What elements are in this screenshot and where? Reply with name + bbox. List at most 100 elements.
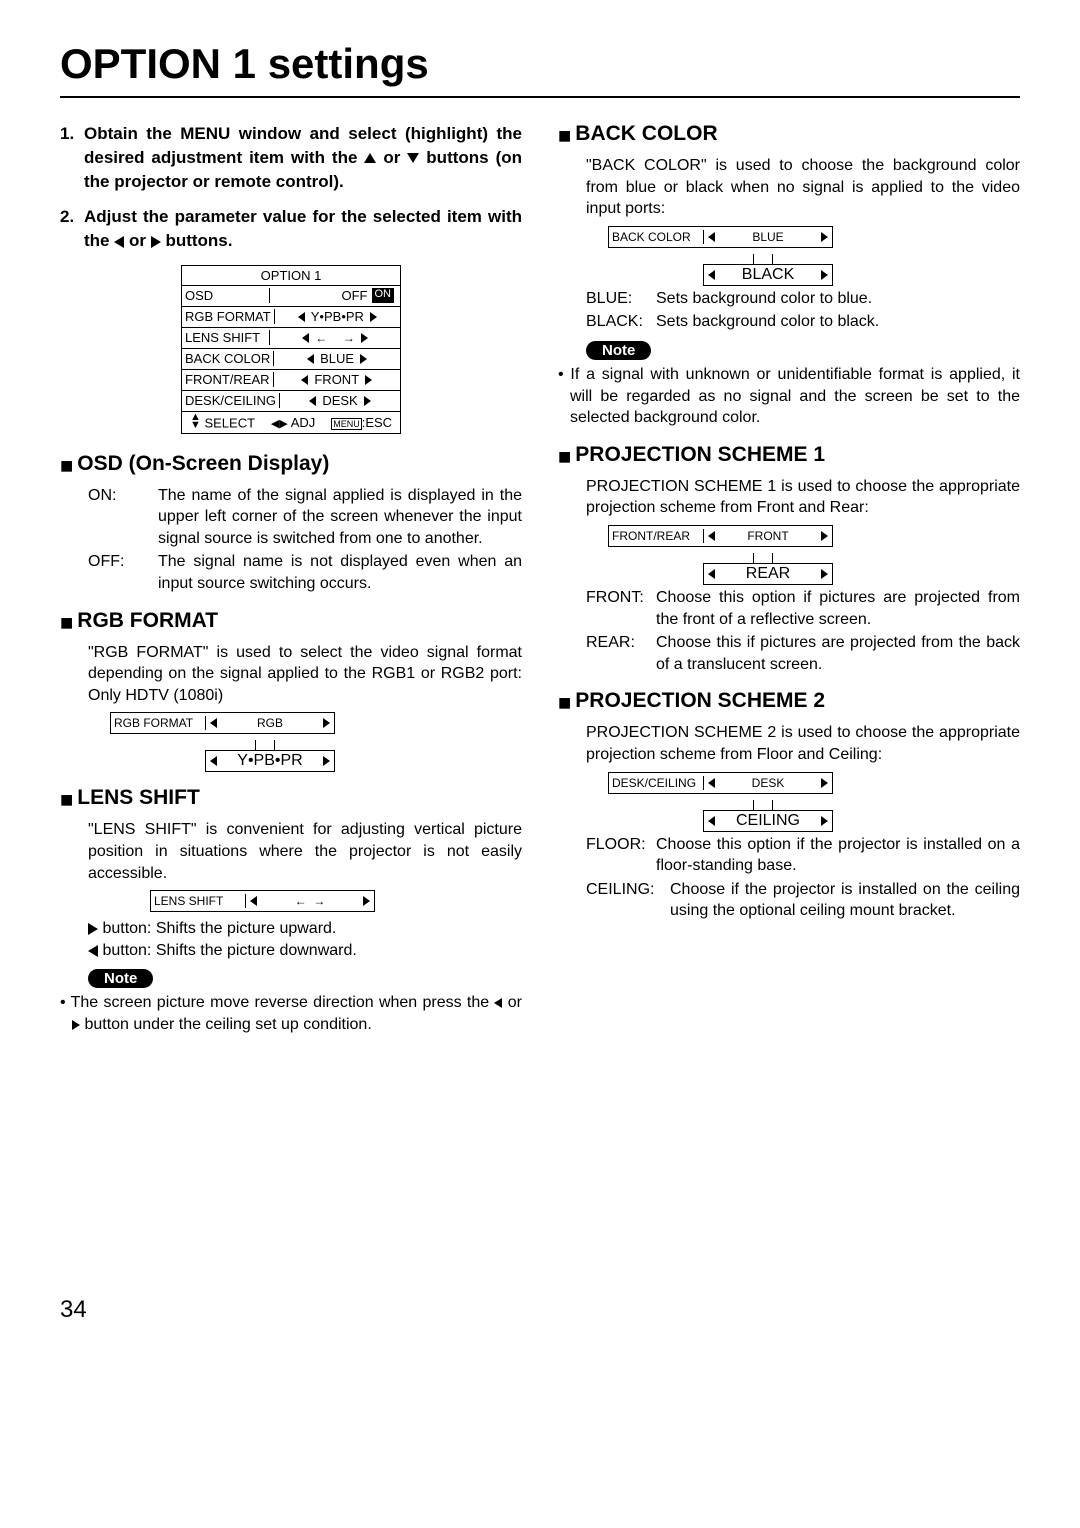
square-icon: ■ [60, 787, 73, 812]
lens-note: • The screen picture move reverse direct… [72, 992, 522, 1035]
ps1-rear-def: REAR:Choose this if pictures are project… [558, 632, 1020, 675]
rgb-heading: ■RGB FORMAT [60, 609, 522, 636]
right-icon [370, 312, 377, 322]
def-text: Sets background color to black. [656, 311, 1020, 333]
left-icon [708, 270, 715, 280]
def-label: OFF: [88, 551, 158, 594]
left-icon [708, 816, 715, 826]
left-icon [307, 354, 314, 364]
right-icon [821, 232, 828, 242]
square-icon: ■ [558, 123, 571, 148]
menu-label: BACK COLOR [182, 351, 274, 366]
def-text: The signal name is not displayed even wh… [158, 551, 522, 594]
def-text: Choose this if pictures are projected fr… [656, 632, 1020, 675]
left-icon [250, 896, 257, 906]
text: or [502, 994, 522, 1011]
heading-text: PROJECTION SCHEME 1 [575, 443, 825, 466]
def-label: FLOOR: [586, 834, 656, 877]
ps2-mini-box: DESK/CEILING DESK [608, 772, 833, 794]
right-icon [151, 236, 161, 248]
menu-key-icon: MENU [331, 418, 362, 430]
right-icon [821, 816, 828, 826]
instruction-1: Obtain the MENU window and select (highl… [60, 122, 522, 193]
menu-val: FRONT [314, 372, 359, 387]
down-icon [407, 153, 419, 163]
menu-row-fr: FRONT/REAR FRONT [182, 370, 400, 391]
mini-val: RGB [257, 716, 283, 730]
right-column: ■BACK COLOR "BACK COLOR" is used to choo… [558, 122, 1020, 1324]
back-black-def: BLACK:Sets background color to black. [558, 311, 1020, 333]
osd-on: ON [372, 288, 395, 303]
menu-val: Y•PB•PR [311, 309, 364, 324]
back-text: "BACK COLOR" is used to choose the backg… [558, 155, 1020, 220]
left-icon [708, 778, 715, 788]
right-icon [323, 756, 330, 766]
right-icon [88, 923, 98, 935]
mini-val: CEILING [736, 812, 800, 830]
menu-val: BLUE [320, 351, 354, 366]
lens-b1: button: Shifts the picture upward. [60, 918, 522, 940]
lens-heading: ■LENS SHIFT [60, 786, 522, 813]
ps1-heading: ■PROJECTION SCHEME 1 [558, 443, 1020, 470]
osd-off: OFF [342, 288, 368, 303]
ps1-mini-box: FRONT/REAR FRONT [608, 525, 833, 547]
back-blue-def: BLUE:Sets background color to blue. [558, 288, 1020, 310]
rgb-bottom-box: Y•PB•PR [205, 750, 335, 772]
note-pill: Note [586, 341, 651, 360]
menu-row-dc: DESK/CEILING DESK [182, 391, 400, 412]
def-text: Sets background color to blue. [656, 288, 1020, 310]
def-label: ON: [88, 485, 158, 550]
back-heading: ■BACK COLOR [558, 122, 1020, 149]
right-icon [821, 270, 828, 280]
osd-off-def: OFF:The signal name is not displayed eve… [60, 551, 522, 594]
arrow-right-icon [343, 330, 355, 345]
right-icon [363, 896, 370, 906]
note-pill: Note [88, 969, 153, 988]
text: The screen picture move reverse directio… [71, 994, 495, 1011]
def-text: Choose this option if pictures are proje… [656, 587, 1020, 630]
ps1-front-def: FRONT:Choose this option if pictures are… [558, 587, 1020, 630]
back-bottom-box: BLACK [703, 264, 833, 286]
option1-menu-box: OPTION 1 OSD OFF ON RGB FORMAT Y•PB•PR L… [181, 265, 401, 434]
page-number: 34 [60, 1296, 522, 1324]
mini-label: LENS SHIFT [151, 894, 246, 908]
def-text: The name of the signal applied is displa… [158, 485, 522, 550]
ps2-heading: ■PROJECTION SCHEME 2 [558, 689, 1020, 716]
left-column: Obtain the MENU window and select (highl… [60, 122, 522, 1324]
def-text: Choose this option if the projector is i… [656, 834, 1020, 877]
lens-mini-box: LENS SHIFT [150, 890, 375, 912]
menu-label: DESK/CEILING [182, 393, 280, 408]
left-icon [301, 375, 308, 385]
lens-text: "LENS SHIFT" is convenient for adjusting… [60, 819, 522, 884]
def-label: REAR: [586, 632, 656, 675]
osd-heading: ■OSD (On-Screen Display) [60, 452, 522, 479]
ps2-floor-def: FLOOR:Choose this option if the projecto… [558, 834, 1020, 877]
menu-title: OPTION 1 [182, 266, 400, 286]
up-icon [364, 153, 376, 163]
text: If a signal with unknown or unidentifiab… [570, 366, 1020, 426]
back-mini-box: BACK COLOR BLUE [608, 226, 833, 248]
footer-esc: :ESC [362, 415, 392, 430]
menu-row-lens: LENS SHIFT [182, 328, 400, 349]
lens-b2: button: Shifts the picture downward. [60, 940, 522, 962]
right-icon [821, 778, 828, 788]
updown-icon: ▲▼ [190, 414, 201, 429]
rgb-mini-box: RGB FORMAT RGB [110, 712, 335, 734]
menu-label: OSD [182, 288, 270, 303]
text: button under the ceiling set up conditio… [80, 1016, 372, 1033]
def-label: FRONT: [586, 587, 656, 630]
arrow-left-icon [295, 894, 307, 908]
def-label: BLUE: [586, 288, 656, 310]
mini-val: Y•PB•PR [237, 752, 302, 770]
right-icon [361, 333, 368, 343]
left-icon [302, 333, 309, 343]
ps1-text: PROJECTION SCHEME 1 is used to choose th… [558, 476, 1020, 519]
def-text: Choose if the projector is installed on … [670, 879, 1020, 922]
heading-text: PROJECTION SCHEME 2 [575, 689, 825, 712]
ps1-bottom-box: REAR [703, 563, 833, 585]
menu-row-back: BACK COLOR BLUE [182, 349, 400, 370]
left-icon [708, 569, 715, 579]
instructions-list: Obtain the MENU window and select (highl… [60, 122, 522, 253]
left-icon [88, 945, 98, 957]
mini-label: DESK/CEILING [609, 776, 704, 790]
